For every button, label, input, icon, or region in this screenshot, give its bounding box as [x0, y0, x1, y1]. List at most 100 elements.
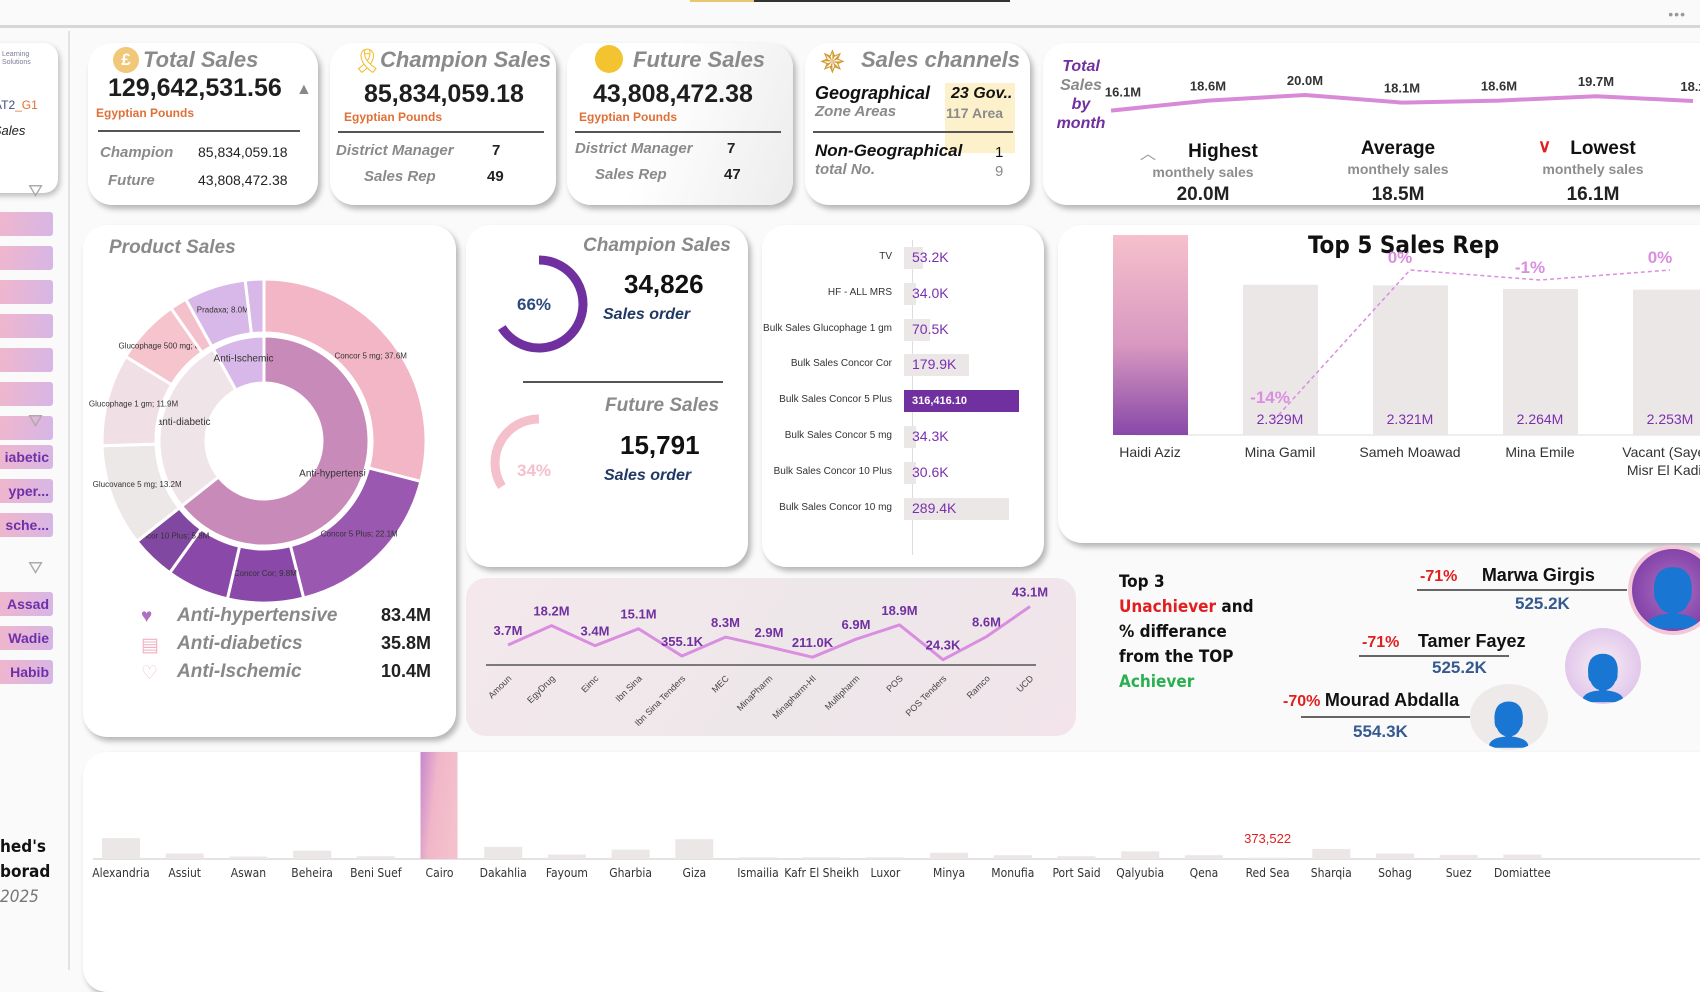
rep-name: Tamer Fayez	[1417, 631, 1526, 651]
slicer-item-group3[interactable]: Assad	[0, 592, 53, 616]
channel-bar	[904, 461, 916, 484]
governorate-bar[interactable]	[866, 857, 905, 859]
legend-name: Anti-diabetics	[177, 633, 303, 654]
logo-card: Learning Solutions .DAT2_G1 a Sales 12	[0, 43, 58, 193]
governorate-bar[interactable]	[1121, 851, 1160, 859]
sunburst-outer-label: Concor 5 Plus; 22.1M	[321, 530, 398, 539]
slicer-item-group3[interactable]: Habib	[0, 660, 53, 684]
channel-bar-row[interactable]: Bulk Sales Concor 5 Plus 316,416.10	[762, 388, 1032, 414]
top5-bar[interactable]	[1243, 284, 1318, 435]
slicer-item-group2[interactable]: yper...	[0, 479, 53, 503]
governorate-bar[interactable]	[356, 856, 395, 859]
distributor-data-label: 18.9M	[881, 603, 917, 618]
distributor-data-label: 355.1K	[661, 634, 704, 649]
distributor-category-label: Multipharm	[823, 673, 862, 712]
slicer-item-group3[interactable]: Wadie	[0, 626, 53, 650]
sunburst-inner-slice[interactable]	[211, 334, 266, 393]
governorate-bar[interactable]	[420, 752, 458, 859]
governorate-bar[interactable]	[1376, 853, 1414, 859]
currency-unit: Egyptian Pounds	[579, 110, 678, 124]
governorate-bar[interactable]	[484, 846, 523, 859]
governorate-label: Port Said	[1052, 866, 1100, 880]
slicer-item-group1[interactable]	[0, 314, 53, 338]
sunburst-inner-slice[interactable]	[179, 334, 371, 548]
top5-bar[interactable]	[1373, 285, 1448, 435]
clear-filter-icon[interactable]: ⛛	[28, 411, 44, 431]
governorate-bar[interactable]	[1057, 856, 1096, 859]
governorate-bar[interactable]	[547, 854, 586, 859]
more-options-icon[interactable]: •••	[1668, 6, 1686, 22]
governorate-bar[interactable]	[675, 839, 714, 859]
channel-name: Bulk Sales Glucophage 1 gm	[763, 322, 892, 334]
top5-value-label: 2.253M	[1647, 411, 1694, 427]
sales-rep-label: Sales Rep	[364, 168, 436, 185]
channel-bar-row[interactable]: Bulk Sales Glucophage 1 gm 70.5K	[762, 317, 1032, 343]
total-sales-card: £ Total Sales 129,642,531.56 ▲ Egyptian …	[88, 43, 318, 205]
highest-value: 20.0M	[1176, 184, 1230, 205]
governorate-bar[interactable]	[229, 856, 268, 859]
future-orders-value: 15,791	[620, 430, 700, 460]
clear-filter-icon[interactable]: ⛛	[28, 181, 44, 201]
top5-bar[interactable]	[1633, 289, 1700, 435]
distributor-category-label: UCD	[1015, 673, 1036, 694]
rep-name: Mourad Abdalla	[1324, 690, 1460, 710]
governorate-bar[interactable]	[1184, 855, 1223, 859]
distributor-category-label: POS Tenders	[904, 673, 949, 718]
total-sales-value: 129,642,531.56	[108, 74, 282, 102]
sunburst-outer-slice[interactable]	[262, 277, 428, 484]
clear-filter-icon[interactable]: ⛛	[28, 558, 44, 578]
divider	[523, 381, 723, 383]
slicer-item-group1[interactable]	[0, 246, 53, 270]
sunburst-inner-label: Anti-hypertensive	[299, 469, 377, 480]
governorate-bar[interactable]	[802, 857, 841, 859]
sunburst-outer-slice[interactable]	[243, 277, 266, 336]
governorate-bar[interactable]	[293, 850, 332, 859]
champion-orders-title: Champion Sales	[583, 235, 731, 256]
governorate-bar[interactable]	[993, 855, 1032, 859]
pct-diff-line	[1273, 269, 1671, 421]
channel-bar-row[interactable]: Bulk Sales Concor 10 Plus 30.6K	[762, 460, 1032, 486]
slicer-item-group1[interactable]	[0, 280, 53, 304]
avatar: 👤	[1565, 628, 1641, 704]
person-suit-icon: 👤	[1638, 565, 1700, 631]
top5-name-label: Sameh Moawad	[1359, 444, 1460, 460]
channel-bar-row[interactable]: TV 53.2K	[762, 245, 1032, 271]
channel-bar-row[interactable]: Bulk Sales Concor Cor 179.9K	[762, 352, 1032, 378]
channel-bar-row[interactable]: HF - ALL MRS 34.0K	[762, 281, 1032, 307]
governorate-bar[interactable]	[1248, 857, 1287, 859]
slicer-item-group1[interactable]	[0, 382, 53, 406]
rep-name: Marwa Girgis	[1481, 565, 1595, 585]
title-green: Achiever	[1119, 672, 1195, 692]
slicer-item-group2[interactable]: iabetic	[0, 445, 53, 469]
governorate-bar[interactable]	[165, 853, 204, 859]
sunburst-inner-slice[interactable]	[157, 347, 239, 509]
slicer-item-group1[interactable]	[0, 348, 53, 372]
divider	[1417, 589, 1627, 591]
channel-bar-row[interactable]: Bulk Sales Concor 10 mg 289.4K	[762, 496, 1032, 522]
governorate-bar[interactable]	[739, 857, 777, 859]
product-sales-card: Product Sales Anti-hypertensive anti-diab…	[83, 225, 456, 737]
slicer-item-group1[interactable]	[0, 416, 53, 440]
slicer-item-group2[interactable]: sche...	[0, 513, 53, 537]
channel-bar-row[interactable]: Bulk Sales Concor 5 mg 34.3K	[762, 424, 1032, 450]
top5-bar[interactable]	[1503, 288, 1578, 435]
governorate-bar[interactable]	[1439, 854, 1478, 859]
trend-up-icon: ▲	[296, 81, 312, 98]
distributor-category-label: MEC	[710, 673, 732, 695]
champion-gauge-arc	[498, 255, 588, 353]
governorate-bar[interactable]	[1312, 848, 1351, 859]
governorate-bar[interactable]	[102, 838, 140, 859]
champion-orders-sub: Sales order	[603, 306, 691, 323]
monthly-series-line	[1110, 93, 1694, 113]
distributor-data-label: 24.3K	[926, 638, 961, 653]
channel-name: Bulk Sales Concor 5 Plus	[779, 394, 892, 406]
governorate-bar[interactable]	[1503, 854, 1542, 859]
governorate-label: Gharbia	[609, 866, 652, 880]
governorate-bar[interactable]	[930, 852, 969, 859]
governorate-bar[interactable]	[611, 849, 650, 859]
channel-value: 316,416.10	[912, 395, 968, 408]
card-title: Champion Sales	[380, 47, 552, 72]
channel-bar	[904, 426, 917, 448]
top5-bar[interactable]	[1113, 235, 1188, 435]
slicer-item-group1[interactable]	[0, 212, 53, 236]
